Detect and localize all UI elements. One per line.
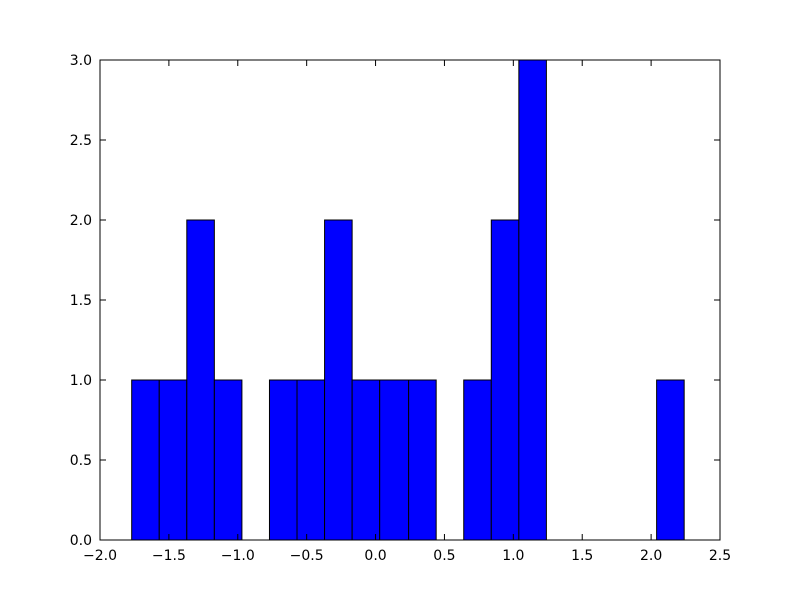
x-tick-label: −1.5 <box>152 548 186 564</box>
x-tick-label: −2.0 <box>83 548 117 564</box>
y-tick-label: 1.5 <box>70 293 92 309</box>
bar <box>490 219 520 541</box>
bar <box>351 379 381 541</box>
x-tick-label: 1.5 <box>571 548 593 564</box>
bar <box>379 379 410 541</box>
y-tick-label: 2.0 <box>70 213 92 229</box>
x-tick-label: −1.0 <box>221 548 255 564</box>
bar <box>656 379 685 541</box>
x-tick-label: 0.5 <box>433 548 455 564</box>
x-tick-label: 2.0 <box>640 548 662 564</box>
bar <box>186 219 215 541</box>
bar <box>324 219 353 541</box>
bar <box>296 379 326 541</box>
bar <box>158 379 188 541</box>
x-tick-label: 0.0 <box>364 548 386 564</box>
y-tick-label: 0.0 <box>70 533 92 549</box>
x-tick-label: −0.5 <box>290 548 324 564</box>
y-tick-label: 1.0 <box>70 373 92 389</box>
bar <box>408 379 437 541</box>
bar <box>463 379 492 541</box>
bar <box>131 379 160 541</box>
x-tick-label: 1.0 <box>502 548 524 564</box>
bar <box>213 379 243 541</box>
bar <box>268 379 298 541</box>
bar <box>518 59 547 541</box>
y-tick-label: 0.5 <box>70 453 92 469</box>
y-tick-label: 3.0 <box>70 53 92 69</box>
x-tick-label: 2.5 <box>709 548 731 564</box>
y-tick-label: 2.5 <box>70 133 92 149</box>
